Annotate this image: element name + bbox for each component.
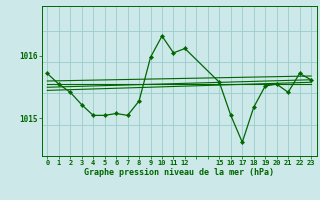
X-axis label: Graphe pression niveau de la mer (hPa): Graphe pression niveau de la mer (hPa) (84, 168, 274, 177)
